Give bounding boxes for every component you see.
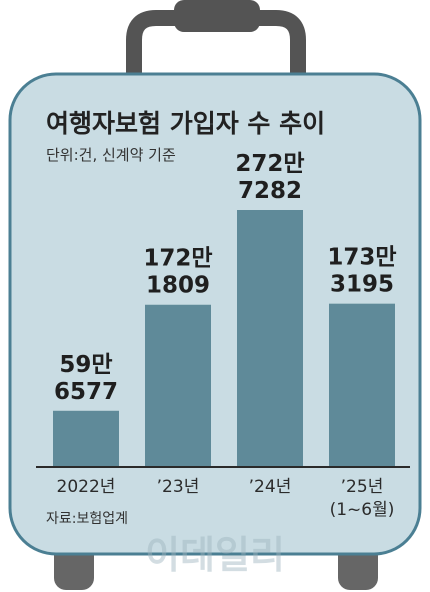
category-label: ’23년 — [157, 477, 200, 497]
category-label: ’24년 — [249, 477, 292, 497]
watermark: 이데일리 — [145, 533, 285, 577]
bar-value-label: 173만 — [327, 245, 396, 271]
bar — [53, 410, 119, 467]
bar-value-label: 172만 — [143, 246, 212, 272]
bar-value-label: 1809 — [146, 273, 210, 299]
bar-value-label: 6577 — [54, 379, 118, 405]
category-label: 2022년 — [57, 477, 116, 497]
category-note: (1~6월) — [330, 500, 395, 520]
bar-value-label: 7282 — [238, 178, 302, 204]
bar-value-label: 3195 — [330, 272, 394, 298]
bar — [145, 304, 211, 467]
category-label: ’25년 — [341, 477, 384, 497]
chart-title: 여행자보험 가입자 수 추이 — [46, 109, 325, 138]
handle-frame — [126, 10, 306, 98]
bar-value-label: 272만 — [235, 151, 304, 177]
source-note: 자료:보험업계 — [46, 511, 128, 527]
chart-subtitle: 단위:건, 신계약 기준 — [46, 146, 176, 164]
bar — [329, 303, 395, 467]
bar-value-label: 59만 — [59, 352, 112, 378]
bar — [237, 210, 303, 467]
